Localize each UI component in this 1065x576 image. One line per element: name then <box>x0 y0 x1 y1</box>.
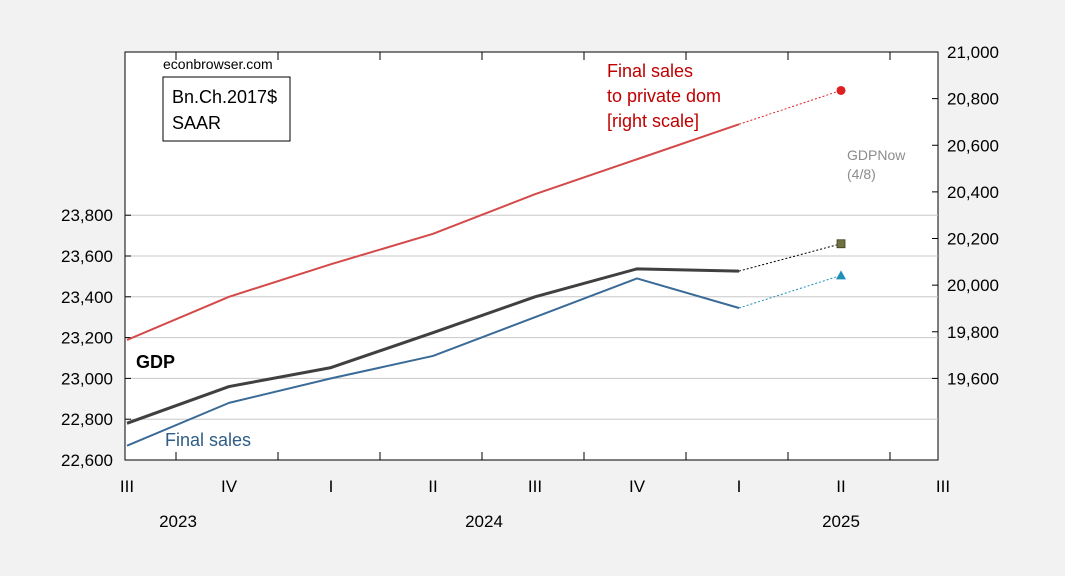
gdp-series-label: GDP <box>136 352 175 372</box>
private-dom-label-line-3: [right scale] <box>607 111 699 131</box>
left-tick-label-23200: 23,200 <box>61 329 113 348</box>
right-axis: 19,600 19,800 20,000 20,200 20,400 20,600 20,8… <box>932 43 999 388</box>
right-tick-label-19800: 19,800 <box>947 323 999 342</box>
x-tick-label-3: II <box>428 477 437 496</box>
nowcast-layer <box>738 85 846 309</box>
nowcast-marker-circle <box>836 85 846 95</box>
left-tick-label-22600: 22,600 <box>61 451 113 470</box>
left-tick-label-23600: 23,600 <box>61 247 113 266</box>
nowcast-marker-triangle <box>836 270 846 280</box>
left-tick-label-23000: 23,000 <box>61 369 113 388</box>
x-tick-label-0: III <box>120 477 134 496</box>
units-box <box>162 76 291 142</box>
nowcast-line-2 <box>738 89 842 125</box>
right-tick-label-20400: 20,400 <box>947 183 999 202</box>
gdpnow-label-line-1: GDPNow <box>847 147 906 163</box>
series-line-1 <box>126 277 740 447</box>
right-tick-label-19600: 19,600 <box>947 369 999 388</box>
x-tick-label-6: I <box>737 477 742 496</box>
x-tick-label-2: I <box>329 477 334 496</box>
x-tick-label-5: IV <box>629 477 646 496</box>
left-axis: 22,600 22,800 23,000 23,200 23,400 23,600 23,8… <box>61 206 131 470</box>
left-tick-label-22800: 22,800 <box>61 410 113 429</box>
nowcast-line-0 <box>738 243 842 272</box>
right-tick-label-20600: 20,600 <box>947 136 999 155</box>
units-line-2: SAAR <box>172 113 221 133</box>
nowcast-line-1 <box>738 274 842 309</box>
final-sales-series-label: Final sales <box>165 430 251 450</box>
gdpnow-label-line-2: (4/8) <box>847 166 876 182</box>
x-tick-label-8: III <box>936 477 950 496</box>
x-year-label-2023: 2023 <box>159 512 197 531</box>
left-tick-label-23800: 23,800 <box>61 206 113 225</box>
right-tick-label-21000: 21,000 <box>947 43 999 62</box>
x-year-label-2024: 2024 <box>465 512 503 531</box>
left-tick-label-23400: 23,400 <box>61 288 113 307</box>
source-label: econbrowser.com <box>163 56 273 72</box>
nowcast-marker-square <box>836 239 846 249</box>
x-tick-label-4: III <box>528 477 542 496</box>
private-dom-label-line-2: to private dom <box>607 86 721 106</box>
x-year-label-2025: 2025 <box>822 512 860 531</box>
units-line-1: Bn.Ch.2017$ <box>172 87 277 107</box>
series-layer <box>126 123 740 447</box>
series-line-0 <box>126 267 740 425</box>
private-dom-label-line-1: Final sales <box>607 61 693 81</box>
grid-lines <box>125 214 938 420</box>
right-tick-label-20800: 20,800 <box>947 90 999 109</box>
x-tick-label-1: IV <box>221 477 238 496</box>
right-tick-label-20000: 20,000 <box>947 276 999 295</box>
right-tick-label-20200: 20,200 <box>947 230 999 249</box>
series-line-2 <box>126 123 740 341</box>
x-tick-label-7: II <box>836 477 845 496</box>
